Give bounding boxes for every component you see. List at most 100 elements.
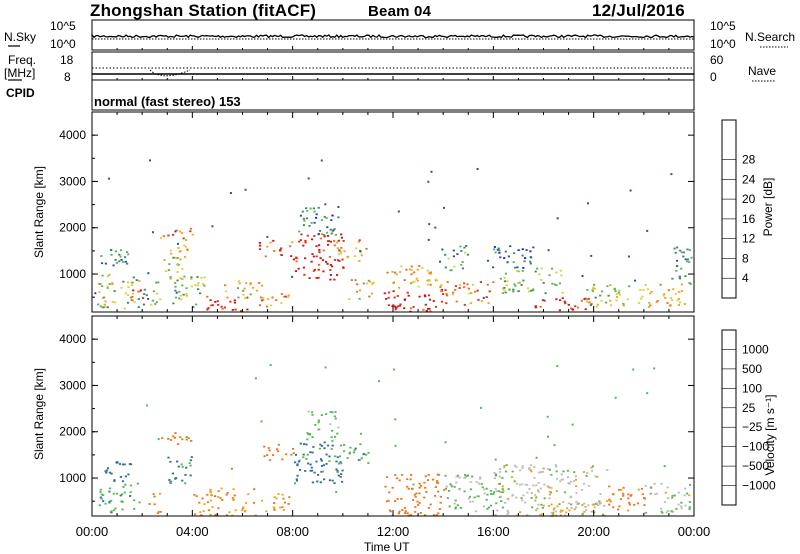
power-cell xyxy=(503,257,506,259)
velocity-cell xyxy=(583,511,586,513)
velocity-cell xyxy=(406,512,409,515)
power-cell xyxy=(595,305,598,308)
velocity-cell xyxy=(136,482,139,485)
velocity-cell xyxy=(298,459,301,462)
power-cell xyxy=(221,307,224,310)
velocity-cell xyxy=(581,489,584,491)
velocity-cell xyxy=(506,509,509,512)
power-cell xyxy=(446,281,449,283)
velocity-cell xyxy=(534,499,537,502)
power-cell xyxy=(678,301,682,304)
power-cell xyxy=(190,285,193,288)
power-cell xyxy=(525,249,528,251)
velocity-cell xyxy=(415,492,418,495)
velocity-cell xyxy=(573,471,576,473)
velocity-cell xyxy=(311,411,314,414)
velocity-cell xyxy=(530,492,533,494)
velocity-cell xyxy=(190,440,193,442)
power-cell xyxy=(106,285,109,288)
power-cell xyxy=(493,248,496,251)
power-cell xyxy=(132,292,135,295)
power-cell xyxy=(368,295,371,298)
power-cell xyxy=(429,271,432,274)
power-cell xyxy=(255,289,258,292)
velocity-cell xyxy=(318,447,321,450)
power-cell xyxy=(186,248,189,251)
velocity-cell xyxy=(108,471,112,474)
velocity-cell xyxy=(330,448,333,450)
power-cell xyxy=(412,306,415,308)
velocity-cell xyxy=(108,500,111,503)
power-cell xyxy=(333,228,336,230)
velocity-cell xyxy=(348,451,351,454)
nave-tick-high: 60 xyxy=(710,53,724,67)
velocity-cell xyxy=(181,465,184,468)
power-cell xyxy=(331,265,334,268)
velocity-ytick-label: 3000 xyxy=(59,378,86,392)
velocity-sparse-point xyxy=(671,496,674,499)
power-sparse-point xyxy=(482,296,485,299)
velocity-cell xyxy=(665,511,668,514)
velocity-cell xyxy=(153,495,156,498)
power-cell xyxy=(170,252,173,255)
power-cell xyxy=(585,300,588,303)
velocity-cell xyxy=(225,514,228,517)
power-cell xyxy=(183,275,186,278)
power-cell xyxy=(179,258,182,261)
power-cell xyxy=(671,299,674,301)
power-cell xyxy=(151,299,154,302)
power-cell xyxy=(555,298,558,301)
power-cell xyxy=(529,260,532,263)
power-cell xyxy=(326,243,330,246)
velocity-cell xyxy=(232,499,235,501)
power-cell xyxy=(360,254,363,257)
velocity-cell xyxy=(331,444,334,447)
velocity-cell xyxy=(299,469,302,471)
power-cell xyxy=(237,280,241,283)
power-cell xyxy=(326,231,329,234)
velocity-cell xyxy=(454,499,457,502)
velocity-cell xyxy=(396,498,399,500)
power-cell xyxy=(425,309,428,312)
power-cell xyxy=(403,298,406,301)
velocity-cell xyxy=(585,475,588,477)
power-cell xyxy=(185,239,188,241)
power-cell xyxy=(512,252,516,255)
velocity-cell xyxy=(552,513,555,516)
power-cell xyxy=(118,253,121,256)
power-cell xyxy=(680,290,683,292)
power-cell xyxy=(647,306,651,308)
velocity-cell xyxy=(494,514,497,516)
power-cell xyxy=(440,284,443,286)
velocity-cell xyxy=(311,414,314,416)
power-cell xyxy=(318,244,321,247)
velocity-cell xyxy=(485,498,488,501)
velocity-cell xyxy=(524,501,527,504)
velocity-cell xyxy=(403,507,407,509)
velocity-cell xyxy=(303,443,306,445)
power-cell xyxy=(180,298,183,301)
power-cell xyxy=(564,302,567,305)
power-cell xyxy=(238,282,241,285)
velocity-cell xyxy=(501,488,504,490)
power-cell xyxy=(217,304,220,306)
velocity-sparse-point xyxy=(180,463,183,466)
power-sparse-point xyxy=(397,210,400,213)
velocity-cell xyxy=(575,506,578,509)
velocity-cell xyxy=(597,504,600,506)
velocity-cell xyxy=(266,454,269,456)
power-cell xyxy=(518,281,521,284)
velocity-cell xyxy=(273,496,276,498)
nave-tick-low: 0 xyxy=(710,70,717,84)
velocity-cell xyxy=(115,492,118,495)
velocity-cell xyxy=(336,456,339,459)
velocity-cell xyxy=(536,489,540,492)
velocity-cell xyxy=(555,477,559,480)
velocity-cell xyxy=(560,478,563,481)
power-cell xyxy=(662,294,665,297)
power-cell xyxy=(465,245,468,247)
velocity-cell xyxy=(649,492,652,495)
velocity-cell xyxy=(550,491,553,494)
velocity-cell xyxy=(292,447,295,450)
power-cell xyxy=(676,246,679,249)
